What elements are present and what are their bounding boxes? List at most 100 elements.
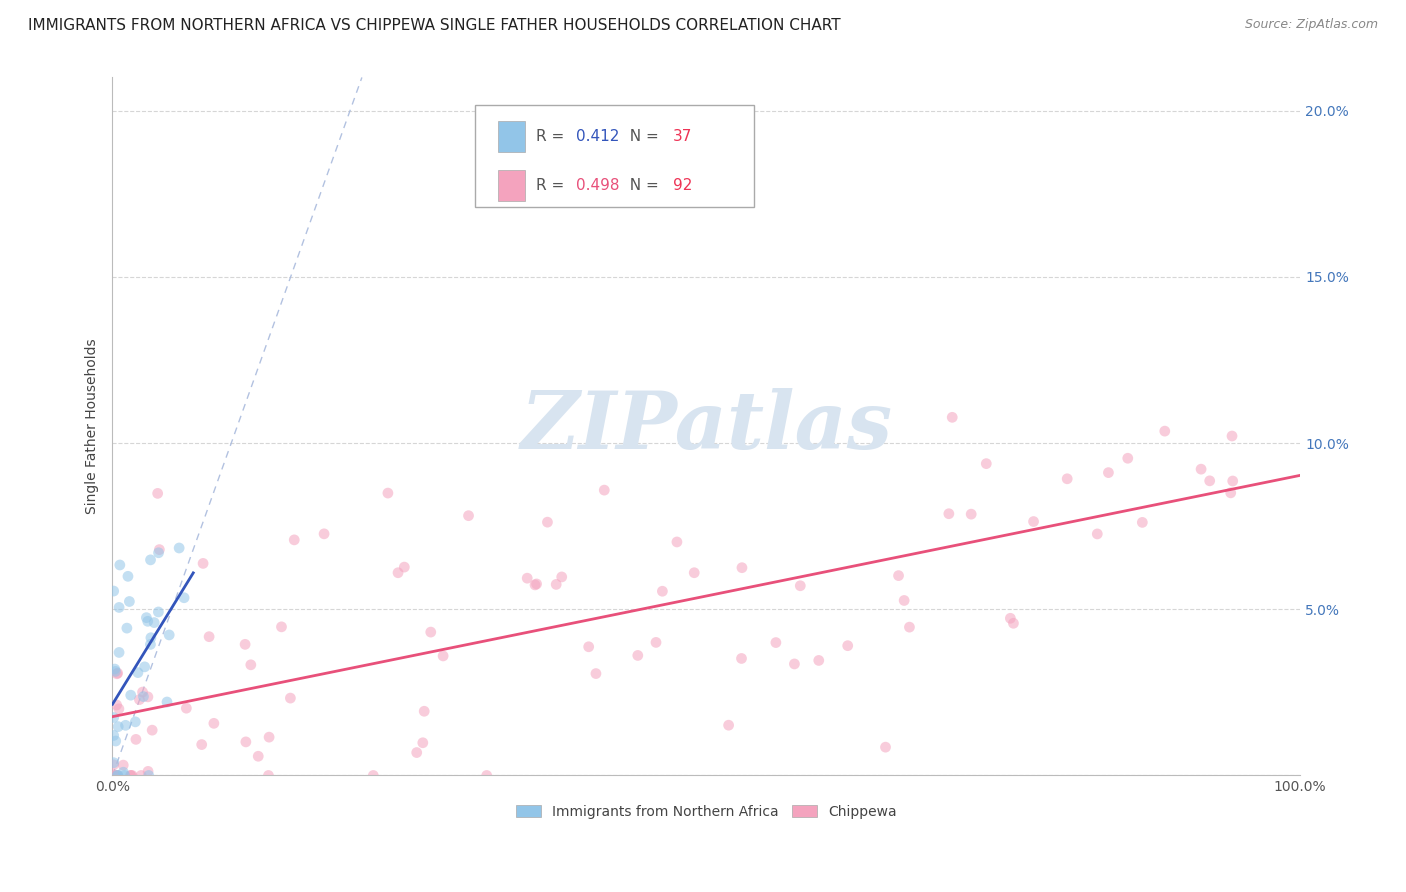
Text: IMMIGRANTS FROM NORTHERN AFRICA VS CHIPPEWA SINGLE FATHER HOUSEHOLDS CORRELATION: IMMIGRANTS FROM NORTHERN AFRICA VS CHIPP… [28, 18, 841, 33]
Point [104, 734, 127, 748]
Point [103, 584, 125, 599]
Point [131, 685, 153, 699]
Point [120, 688, 142, 702]
Point [941, 410, 963, 425]
Point [129, 768, 152, 782]
Point [114, 768, 136, 782]
Point [1189, 462, 1212, 476]
Text: N =: N = [620, 129, 664, 145]
Point [136, 615, 159, 629]
Point [157, 628, 180, 642]
Point [141, 723, 163, 738]
Point [898, 620, 921, 634]
Point [103, 728, 125, 742]
Point [148, 542, 170, 557]
Point [1085, 527, 1108, 541]
Point [191, 557, 214, 571]
Point [551, 570, 574, 584]
Point [1116, 451, 1139, 466]
Point [108, 645, 131, 659]
Point [108, 558, 131, 572]
Point [1220, 429, 1243, 443]
Point [413, 704, 436, 718]
Point [1130, 516, 1153, 530]
Point [105, 768, 128, 782]
Point [235, 735, 257, 749]
Point [789, 579, 811, 593]
Point [139, 553, 162, 567]
Point [457, 508, 479, 523]
Point [146, 486, 169, 500]
Point [114, 718, 136, 732]
Point [107, 666, 129, 681]
Point [419, 625, 441, 640]
Point [148, 546, 170, 560]
Legend: Immigrants from Northern Africa, Chippewa: Immigrants from Northern Africa, Chippew… [510, 799, 903, 824]
Point [112, 765, 135, 780]
Point [103, 710, 125, 724]
Point [1097, 466, 1119, 480]
Text: N =: N = [620, 178, 664, 194]
Point [1198, 474, 1220, 488]
Point [627, 648, 650, 663]
Point [176, 701, 198, 715]
Point [105, 666, 128, 681]
Point [1056, 472, 1078, 486]
Text: 37: 37 [673, 129, 692, 145]
Point [1022, 515, 1045, 529]
Point [139, 631, 162, 645]
Point [887, 568, 910, 582]
Point [103, 757, 125, 772]
Point [127, 665, 149, 680]
Point [683, 566, 706, 580]
Point [190, 738, 212, 752]
Point [136, 690, 159, 704]
Bar [499, 170, 524, 202]
Point [960, 507, 983, 521]
Point [578, 640, 600, 654]
Text: 0.498: 0.498 [575, 178, 619, 194]
Text: 0.412: 0.412 [575, 129, 619, 145]
Text: Source: ZipAtlas.com: Source: ZipAtlas.com [1244, 18, 1378, 31]
Point [239, 657, 262, 672]
Point [103, 756, 125, 770]
Point [717, 718, 740, 732]
Point [1222, 474, 1244, 488]
Point [432, 648, 454, 663]
Point [593, 483, 616, 497]
Point [198, 630, 221, 644]
Point [765, 635, 787, 649]
Point [377, 486, 399, 500]
Point [536, 515, 558, 529]
Y-axis label: Single Father Households: Single Father Households [86, 339, 100, 515]
Point [516, 571, 538, 585]
Point [257, 730, 280, 744]
FancyBboxPatch shape [475, 105, 754, 207]
Point [134, 660, 156, 674]
Point [143, 615, 166, 630]
Point [1153, 424, 1175, 438]
Point [104, 662, 127, 676]
Point [120, 768, 142, 782]
Point [108, 702, 131, 716]
Bar [499, 121, 524, 153]
Point [394, 560, 416, 574]
Point [104, 665, 127, 679]
Point [475, 768, 498, 782]
Point [121, 768, 143, 782]
Point [387, 566, 409, 580]
Point [731, 560, 754, 574]
Point [107, 768, 129, 782]
Point [156, 695, 179, 709]
Point [118, 594, 141, 608]
Point [108, 600, 131, 615]
Point [938, 507, 960, 521]
Point [103, 768, 125, 782]
Point [1219, 486, 1241, 500]
Point [893, 593, 915, 607]
Point [270, 620, 292, 634]
Point [257, 768, 280, 782]
Point [136, 764, 159, 779]
Point [125, 732, 148, 747]
Text: ZIPatlas: ZIPatlas [520, 388, 893, 466]
